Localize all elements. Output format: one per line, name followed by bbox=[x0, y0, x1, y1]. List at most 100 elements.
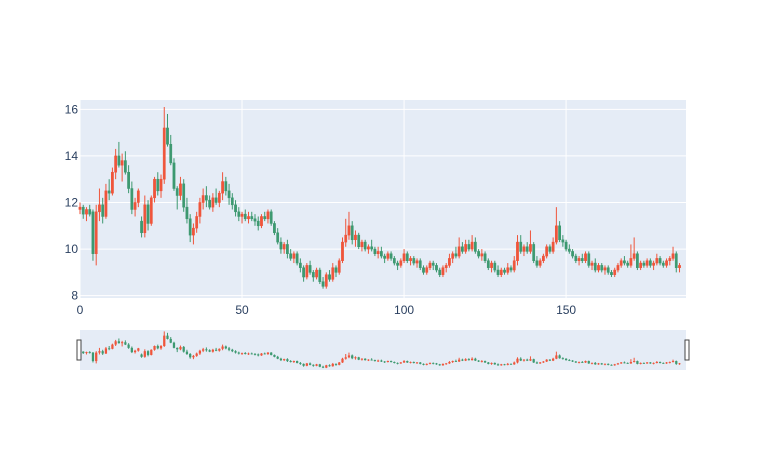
candle bbox=[214, 188, 218, 205]
slider-candle bbox=[205, 347, 208, 352]
slider-candle-body bbox=[396, 362, 399, 364]
slider-candle-body bbox=[642, 362, 646, 364]
candle bbox=[661, 260, 665, 268]
slider-candle-body bbox=[603, 363, 607, 365]
candle-body bbox=[477, 251, 480, 257]
slider-candle-body bbox=[639, 362, 642, 364]
slider-candle-body bbox=[558, 355, 561, 359]
slider-candle-body bbox=[344, 357, 347, 359]
slider-candle-body bbox=[331, 363, 334, 367]
slider-candle-body bbox=[153, 346, 156, 350]
candle bbox=[140, 216, 143, 238]
candle-body bbox=[425, 267, 429, 273]
candle bbox=[577, 256, 581, 266]
slider-candle-body bbox=[389, 361, 393, 362]
candle-body bbox=[237, 211, 241, 217]
candle-body bbox=[88, 209, 92, 215]
candle bbox=[104, 183, 108, 219]
candle bbox=[561, 235, 565, 247]
candle bbox=[438, 267, 442, 278]
slider-candle-body bbox=[613, 364, 616, 366]
candle-body bbox=[175, 188, 179, 196]
x-tick-label: 150 bbox=[556, 303, 576, 317]
slider-candle-body bbox=[117, 341, 121, 344]
slider-candle-body bbox=[85, 352, 88, 354]
y-tick-label: 10 bbox=[65, 242, 79, 256]
slider-candle bbox=[561, 357, 564, 360]
candle-body bbox=[130, 188, 134, 210]
candle bbox=[477, 249, 480, 259]
candle bbox=[499, 267, 503, 278]
slider-candle-body bbox=[542, 361, 545, 363]
candle bbox=[473, 237, 477, 254]
slider-candle bbox=[312, 364, 315, 367]
slider-candle-body bbox=[451, 361, 454, 362]
slider-candle-body bbox=[490, 362, 493, 364]
slider-candle bbox=[477, 360, 480, 362]
range-slider[interactable] bbox=[76, 330, 690, 370]
candle-body bbox=[166, 127, 169, 145]
slider-candle bbox=[435, 362, 438, 365]
candle bbox=[308, 260, 312, 275]
slider-candle-body bbox=[111, 344, 114, 349]
slider-candle bbox=[386, 360, 389, 363]
slider-candle bbox=[253, 353, 257, 356]
main-candles bbox=[78, 106, 681, 289]
slider-candle bbox=[551, 357, 555, 362]
candle bbox=[149, 195, 153, 226]
candle bbox=[166, 113, 169, 147]
candle bbox=[279, 237, 283, 254]
slider-candle-body bbox=[483, 361, 487, 363]
slider-candle bbox=[425, 363, 428, 366]
candle bbox=[276, 228, 280, 245]
slider-candle-body bbox=[652, 362, 655, 364]
slider-candle-body bbox=[645, 362, 649, 364]
slider-candle bbox=[548, 359, 552, 362]
slider-candle-body bbox=[545, 359, 548, 362]
candle bbox=[600, 263, 604, 273]
slider-candle bbox=[208, 349, 211, 353]
candle-body bbox=[298, 262, 302, 268]
candle bbox=[571, 249, 574, 259]
slider-candle bbox=[159, 345, 163, 350]
candle-body bbox=[117, 155, 121, 166]
candle bbox=[133, 197, 137, 217]
slider-candle-body bbox=[671, 361, 675, 362]
candle-body bbox=[159, 178, 163, 192]
candle-body bbox=[156, 178, 160, 192]
slider-candle bbox=[218, 348, 221, 352]
candle-body bbox=[256, 220, 260, 227]
slider-candle bbox=[393, 361, 396, 364]
range-slider-right-handle[interactable] bbox=[684, 339, 690, 361]
candle bbox=[538, 258, 542, 268]
slider-candle-body bbox=[108, 348, 111, 350]
candle-body bbox=[461, 246, 464, 252]
slider-candle-body bbox=[380, 360, 383, 362]
candle-body bbox=[435, 265, 438, 271]
candle bbox=[532, 242, 536, 264]
candle bbox=[441, 265, 445, 278]
candle bbox=[192, 223, 195, 245]
candle-body bbox=[162, 127, 166, 180]
slider-candle bbox=[244, 352, 247, 355]
slider-candle bbox=[564, 358, 568, 361]
y-axis-tick-labels: 8 10 12 14 16 bbox=[65, 102, 79, 302]
candle-body bbox=[412, 258, 416, 264]
slider-candle bbox=[292, 360, 296, 363]
slider-candle-body bbox=[312, 364, 315, 366]
slider-candle-body bbox=[124, 342, 127, 345]
candle bbox=[503, 267, 506, 275]
slider-candle-body bbox=[399, 362, 402, 364]
candle-body bbox=[328, 274, 331, 280]
candle-body bbox=[179, 183, 182, 196]
candle-body bbox=[363, 241, 367, 250]
slider-candle bbox=[373, 359, 377, 362]
candle-body bbox=[532, 244, 536, 261]
slider-candle-body bbox=[95, 352, 98, 362]
candle-body bbox=[616, 265, 620, 271]
candle bbox=[198, 197, 202, 224]
slider-candle bbox=[130, 346, 133, 354]
range-slider-left-handle[interactable] bbox=[76, 339, 82, 361]
candle bbox=[243, 209, 247, 222]
